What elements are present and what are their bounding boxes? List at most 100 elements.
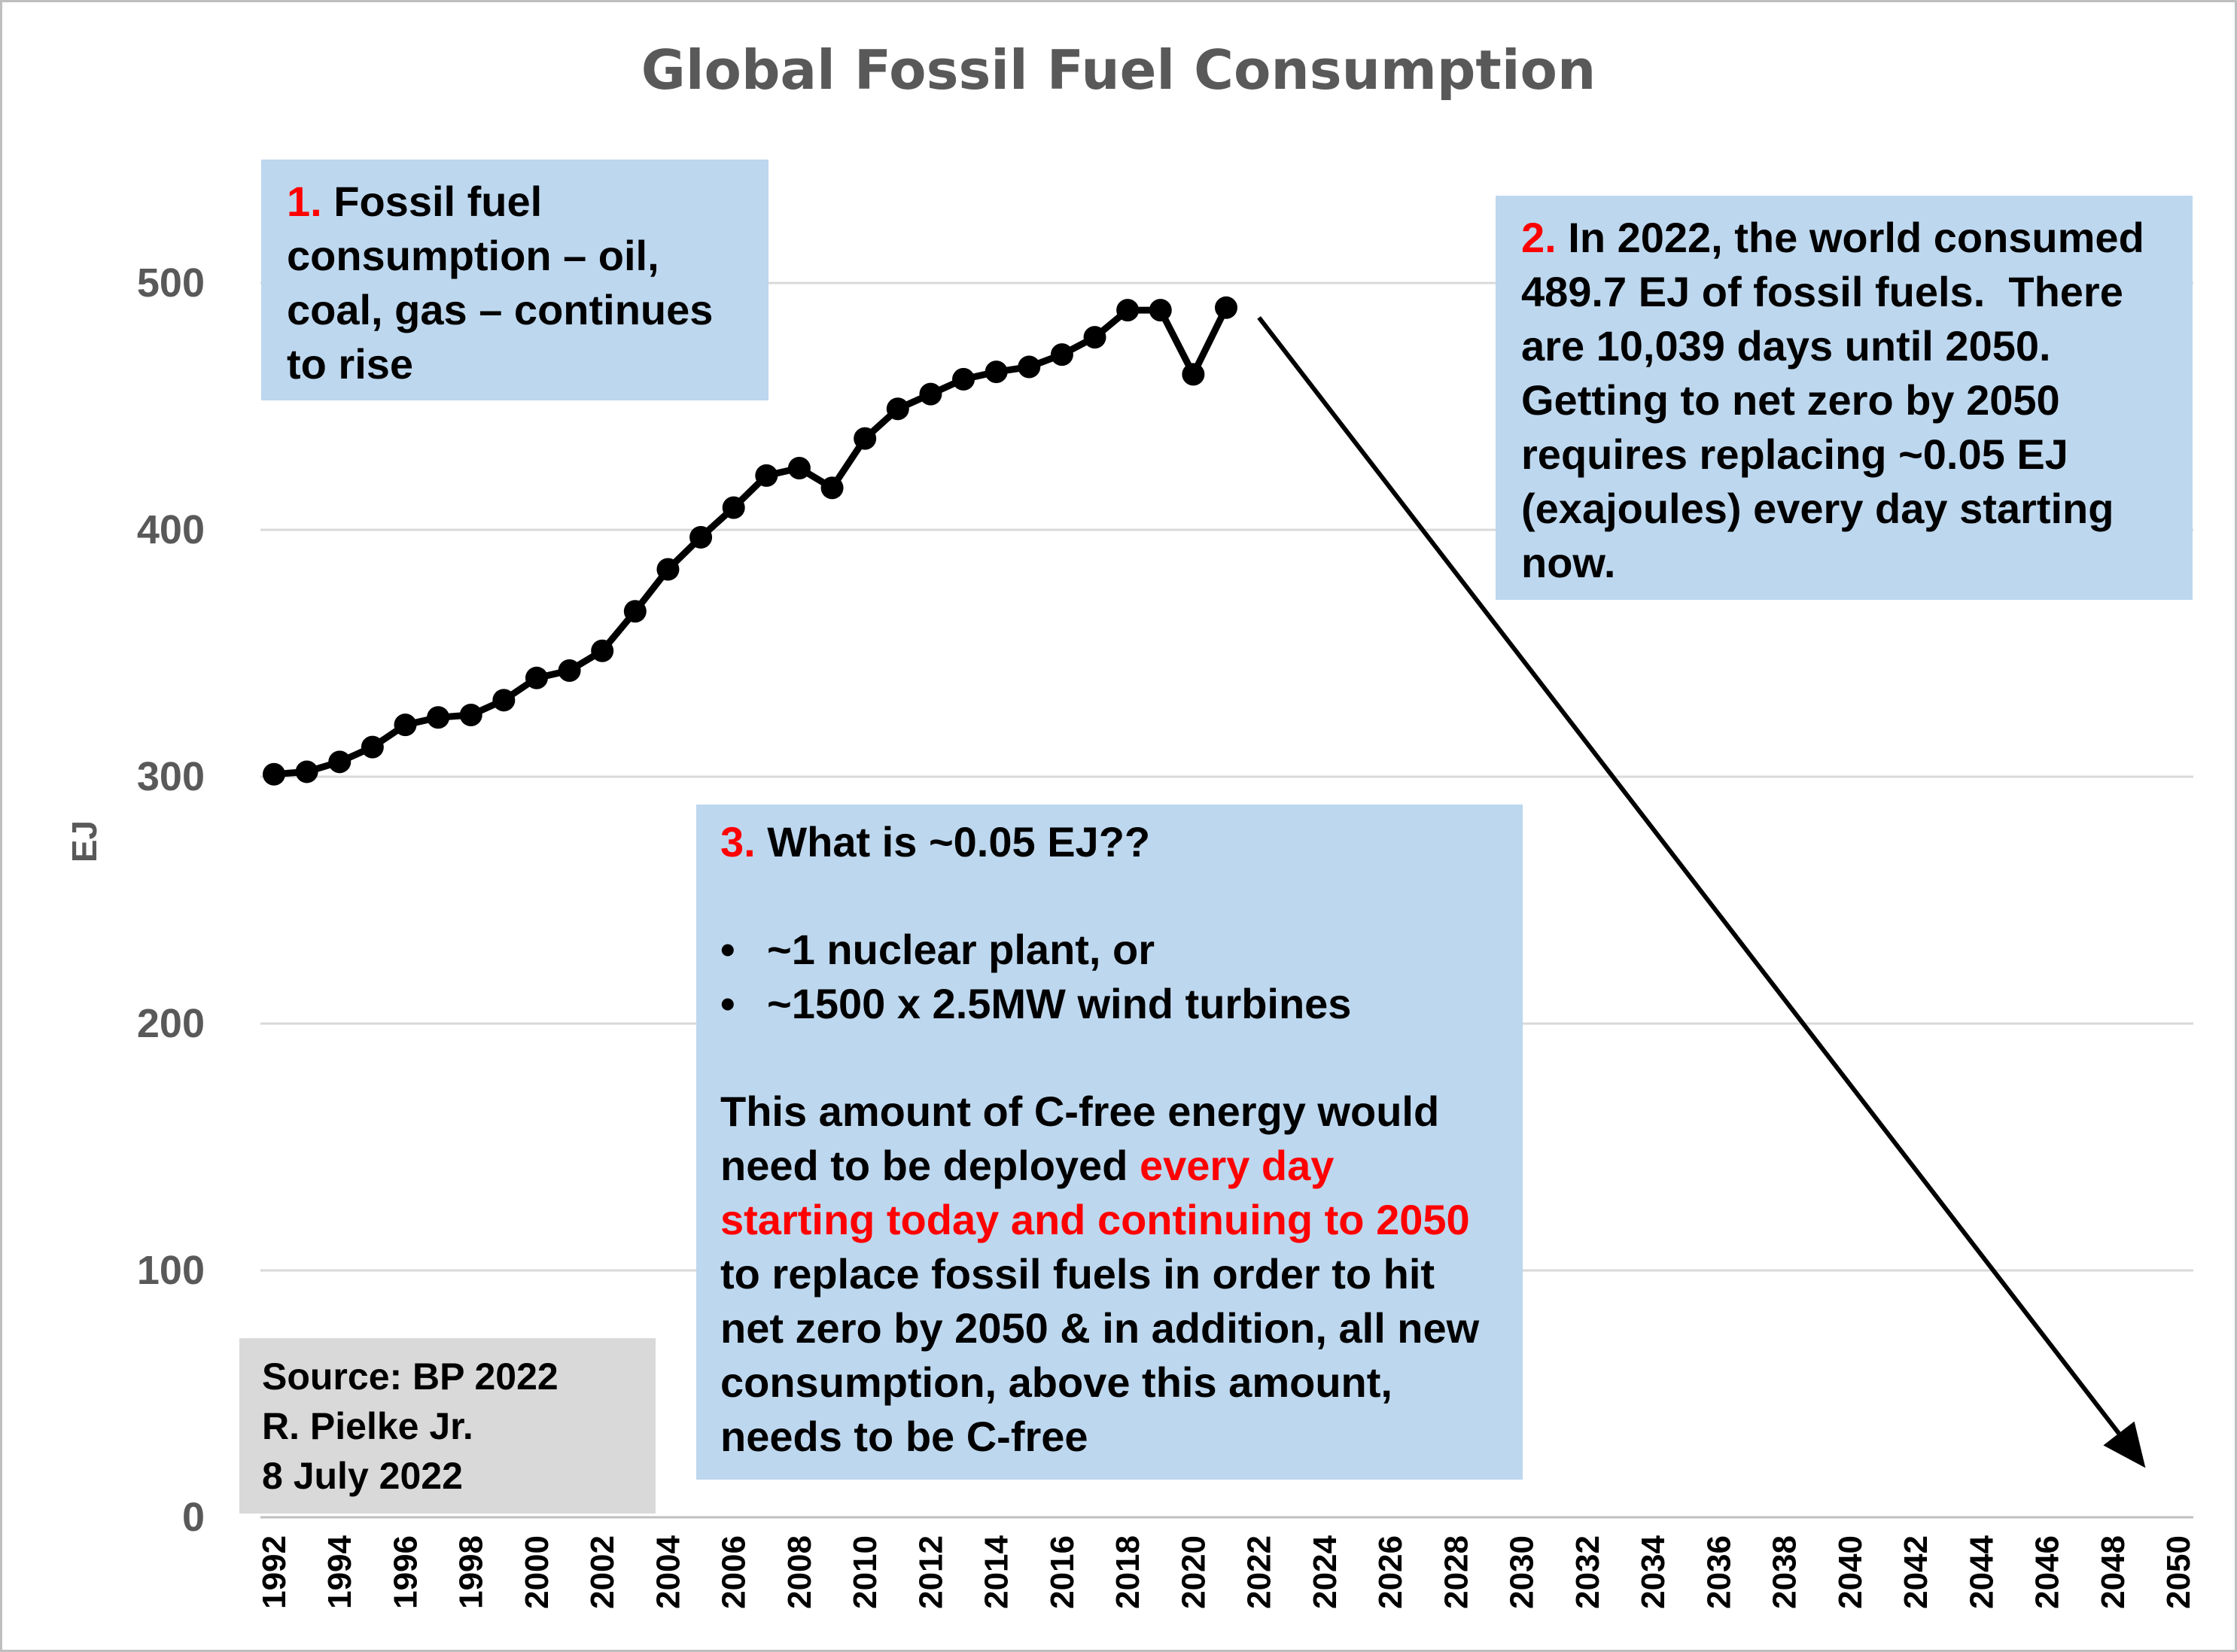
paragraph-start: This amount of C-free energy would need … xyxy=(720,1088,1440,1189)
source-box: Source: BP 2022 R. Pielke Jr. 8 July 202… xyxy=(239,1338,656,1514)
spacer xyxy=(720,869,1499,923)
data-point xyxy=(394,713,417,737)
x-tick-label: 2044 xyxy=(1963,1535,2000,1608)
annotation-3: 3. What is ~0.05 EJ?? • ~1 nuclear plant… xyxy=(696,805,1523,1480)
bullet-item: • ~1500 x 2.5MW wind turbines xyxy=(720,977,1499,1031)
data-point xyxy=(985,361,1008,384)
data-point xyxy=(689,525,713,549)
data-point xyxy=(1116,299,1140,322)
paragraph-end: to replace fossil fuels in order to hit … xyxy=(720,1250,1480,1460)
data-point xyxy=(295,760,318,783)
bullet-icon: • xyxy=(720,980,735,1027)
x-tick-label: 2020 xyxy=(1175,1535,1212,1609)
data-point xyxy=(787,457,811,479)
data-point xyxy=(263,762,285,786)
decline-arrow xyxy=(1257,316,2146,1468)
y-tick-labels: 0 100 200 300 400 500 xyxy=(137,260,205,1540)
x-tick-label: 2022 xyxy=(1241,1535,1278,1609)
x-tick-label: 1994 xyxy=(321,1535,358,1608)
data-point xyxy=(361,735,384,759)
annotation-2-number: 2. xyxy=(1521,214,1557,261)
bullet-icon: • xyxy=(720,926,735,973)
annotation-1-number: 1. xyxy=(287,178,322,225)
bullet-text: ~1 nuclear plant, or xyxy=(767,926,1155,973)
source-line: Source: BP 2022 xyxy=(262,1355,558,1398)
data-point xyxy=(427,706,450,729)
annotation-3-number: 3. xyxy=(720,818,756,866)
x-tick-label: 2034 xyxy=(1635,1535,1672,1608)
annotation-3-heading-line: 3. What is ~0.05 EJ?? xyxy=(720,815,1499,869)
y-axis-label: EJ xyxy=(65,820,104,863)
annotation-3-bullets: • ~1 nuclear plant, or • ~1500 x 2.5MW w… xyxy=(720,923,1499,1031)
data-point xyxy=(623,600,647,623)
x-tick-label: 1998 xyxy=(453,1535,490,1609)
arrow-shaft xyxy=(1257,316,2121,1435)
annotation-2: 2. In 2022, the world consumed 489.7 EJ … xyxy=(1496,196,2193,600)
x-tick-label: 2014 xyxy=(978,1535,1015,1608)
annotation-3-paragraph: This amount of C-free energy would need … xyxy=(720,1085,1499,1464)
x-tick-label: 2024 xyxy=(1307,1535,1344,1608)
annotation-2-text: In 2022, the world consumed 489.7 EJ of … xyxy=(1521,214,2156,586)
data-point xyxy=(820,476,844,500)
x-tick-label: 1992 xyxy=(256,1535,293,1609)
data-point xyxy=(722,496,745,519)
x-tick-label: 1996 xyxy=(387,1535,424,1609)
data-point xyxy=(525,666,548,689)
author-line: R. Pielke Jr. xyxy=(262,1405,473,1447)
data-point xyxy=(952,367,975,391)
chart-title: Global Fossil Fuel Consumption xyxy=(641,38,1596,102)
x-tick-label: 2008 xyxy=(781,1535,818,1609)
annotation-3-heading: What is ~0.05 EJ?? xyxy=(767,818,1151,866)
data-point xyxy=(755,464,778,487)
spacer xyxy=(720,1031,1499,1085)
data-point xyxy=(1149,299,1172,322)
data-point xyxy=(656,558,680,581)
x-tick-label: 2026 xyxy=(1372,1535,1409,1609)
arrow-head xyxy=(2103,1421,2146,1468)
y-tick-label: 400 xyxy=(137,507,205,552)
data-point xyxy=(492,689,516,712)
x-tick-label: 2038 xyxy=(1767,1535,1803,1609)
x-tick-label: 2006 xyxy=(716,1535,753,1609)
date-line: 8 July 2022 xyxy=(262,1455,463,1497)
x-tick-label: 2032 xyxy=(1569,1535,1606,1609)
x-tick-label: 2042 xyxy=(1898,1535,1934,1609)
data-point xyxy=(459,704,482,726)
data-point xyxy=(919,382,942,406)
data-point xyxy=(558,659,581,682)
bullet-text: ~1500 x 2.5MW wind turbines xyxy=(767,980,1352,1027)
x-tick-label: 2004 xyxy=(650,1535,686,1608)
data-point xyxy=(1182,363,1205,386)
y-tick-label: 500 xyxy=(137,260,205,306)
x-tick-labels: 1992 1994 1996 1998 2000 2002 2004 2006 2008 2010… xyxy=(256,1535,2197,1608)
x-tick-label: 2000 xyxy=(519,1535,555,1609)
annotation-1-text: Fossil fuel consumption – oil, coal, gas… xyxy=(287,178,714,388)
x-tick-label: 2012 xyxy=(912,1535,949,1609)
data-point xyxy=(886,397,909,421)
data-point xyxy=(1215,296,1237,319)
data-point xyxy=(1018,355,1041,379)
data-point xyxy=(591,639,614,662)
x-tick-label: 2010 xyxy=(847,1535,884,1609)
y-tick-label: 0 xyxy=(182,1495,205,1540)
paragraph-highlight: every day starting today and continuing … xyxy=(720,1142,1470,1243)
x-tick-label: 2048 xyxy=(2095,1535,2132,1609)
x-tick-label: 2028 xyxy=(1438,1535,1475,1609)
x-tick-label: 2036 xyxy=(1700,1535,1737,1609)
x-tick-label: 2050 xyxy=(2160,1535,2197,1609)
x-tick-label: 2018 xyxy=(1109,1535,1146,1609)
x-tick-label: 2002 xyxy=(584,1535,621,1609)
x-tick-label: 2040 xyxy=(1832,1535,1869,1609)
y-tick-label: 300 xyxy=(137,754,205,799)
y-tick-label: 200 xyxy=(137,1001,205,1046)
x-tick-label: 2030 xyxy=(1504,1535,1541,1609)
bullet-item: • ~1 nuclear plant, or xyxy=(720,923,1499,977)
data-point xyxy=(1083,326,1106,349)
series-points xyxy=(263,296,1237,786)
data-point xyxy=(854,427,877,450)
data-point xyxy=(1050,343,1073,367)
annotation-1: 1. Fossil fuel consumption – oil, coal, … xyxy=(261,160,768,400)
x-tick-label: 2046 xyxy=(2029,1535,2066,1609)
y-tick-label: 100 xyxy=(137,1248,205,1293)
